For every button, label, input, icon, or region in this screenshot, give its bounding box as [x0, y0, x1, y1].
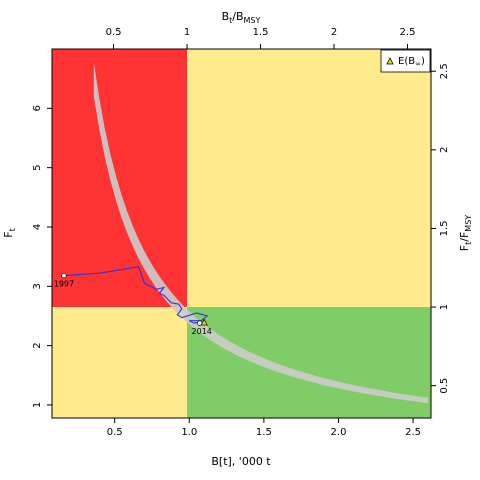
- top-tick-label: 1: [184, 27, 190, 38]
- top-tick-label: 1.5: [253, 27, 269, 38]
- y-tick-label: 6: [32, 105, 43, 111]
- x-tick-label: 2.0: [331, 427, 347, 438]
- y-tick-label: 3: [32, 283, 43, 289]
- trajectory-line: [63, 266, 209, 324]
- top-tick-label: 0.5: [106, 27, 122, 38]
- start-year-label: 1997: [54, 280, 74, 289]
- top-axis-title: Bt/BMSY: [222, 10, 261, 25]
- y-tick-label: 5: [32, 164, 43, 170]
- legend: E(B∞): [380, 49, 431, 73]
- right-tick-label: 2: [439, 147, 450, 153]
- legend-label: E(B∞): [398, 56, 425, 68]
- start-point: [61, 272, 67, 279]
- y-tick-label: 2: [32, 342, 43, 348]
- right-axis-title: Ft/FMSY: [458, 215, 473, 251]
- x-axis-title: B[t], '000 t: [211, 455, 271, 468]
- equilibrium-marker: [200, 318, 208, 326]
- zone-green: [187, 307, 431, 418]
- legend-triangle-icon: [386, 57, 394, 65]
- right-tick-label: 1: [439, 304, 450, 310]
- stock-status-zones: [52, 49, 431, 418]
- x-tick-label: 2.5: [405, 427, 421, 438]
- right-tick-label: 2.5: [439, 63, 450, 79]
- x-tick-label: 1.5: [256, 427, 272, 438]
- end-year-label: 2014: [192, 327, 212, 336]
- plot-frame: [51, 48, 432, 419]
- x-tick-label: 1.0: [181, 427, 197, 438]
- y-tick-label: 4: [32, 224, 43, 230]
- y-axis-title: Ft: [2, 228, 17, 237]
- zone-red: [52, 49, 188, 308]
- trajectory: [61, 266, 209, 326]
- top-tick-label: 2: [331, 27, 337, 38]
- top-tick-label: 2.5: [400, 27, 416, 38]
- right-tick-label: 0.5: [439, 378, 450, 394]
- y-tick-label: 1: [32, 402, 43, 408]
- zone-yellow-top: [187, 49, 431, 308]
- zone-yellow-bottom: [52, 307, 188, 418]
- axes: 0.5 1.0 1.5 2.0 2.5 1 2 3 4 5 6 0.5 1 1.5 2 2.5 0.5 1 1.5 2…: [32, 27, 450, 438]
- x-tick-label: 0.5: [107, 427, 123, 438]
- right-tick-label: 1.5: [439, 221, 450, 237]
- legend-box: [380, 49, 431, 73]
